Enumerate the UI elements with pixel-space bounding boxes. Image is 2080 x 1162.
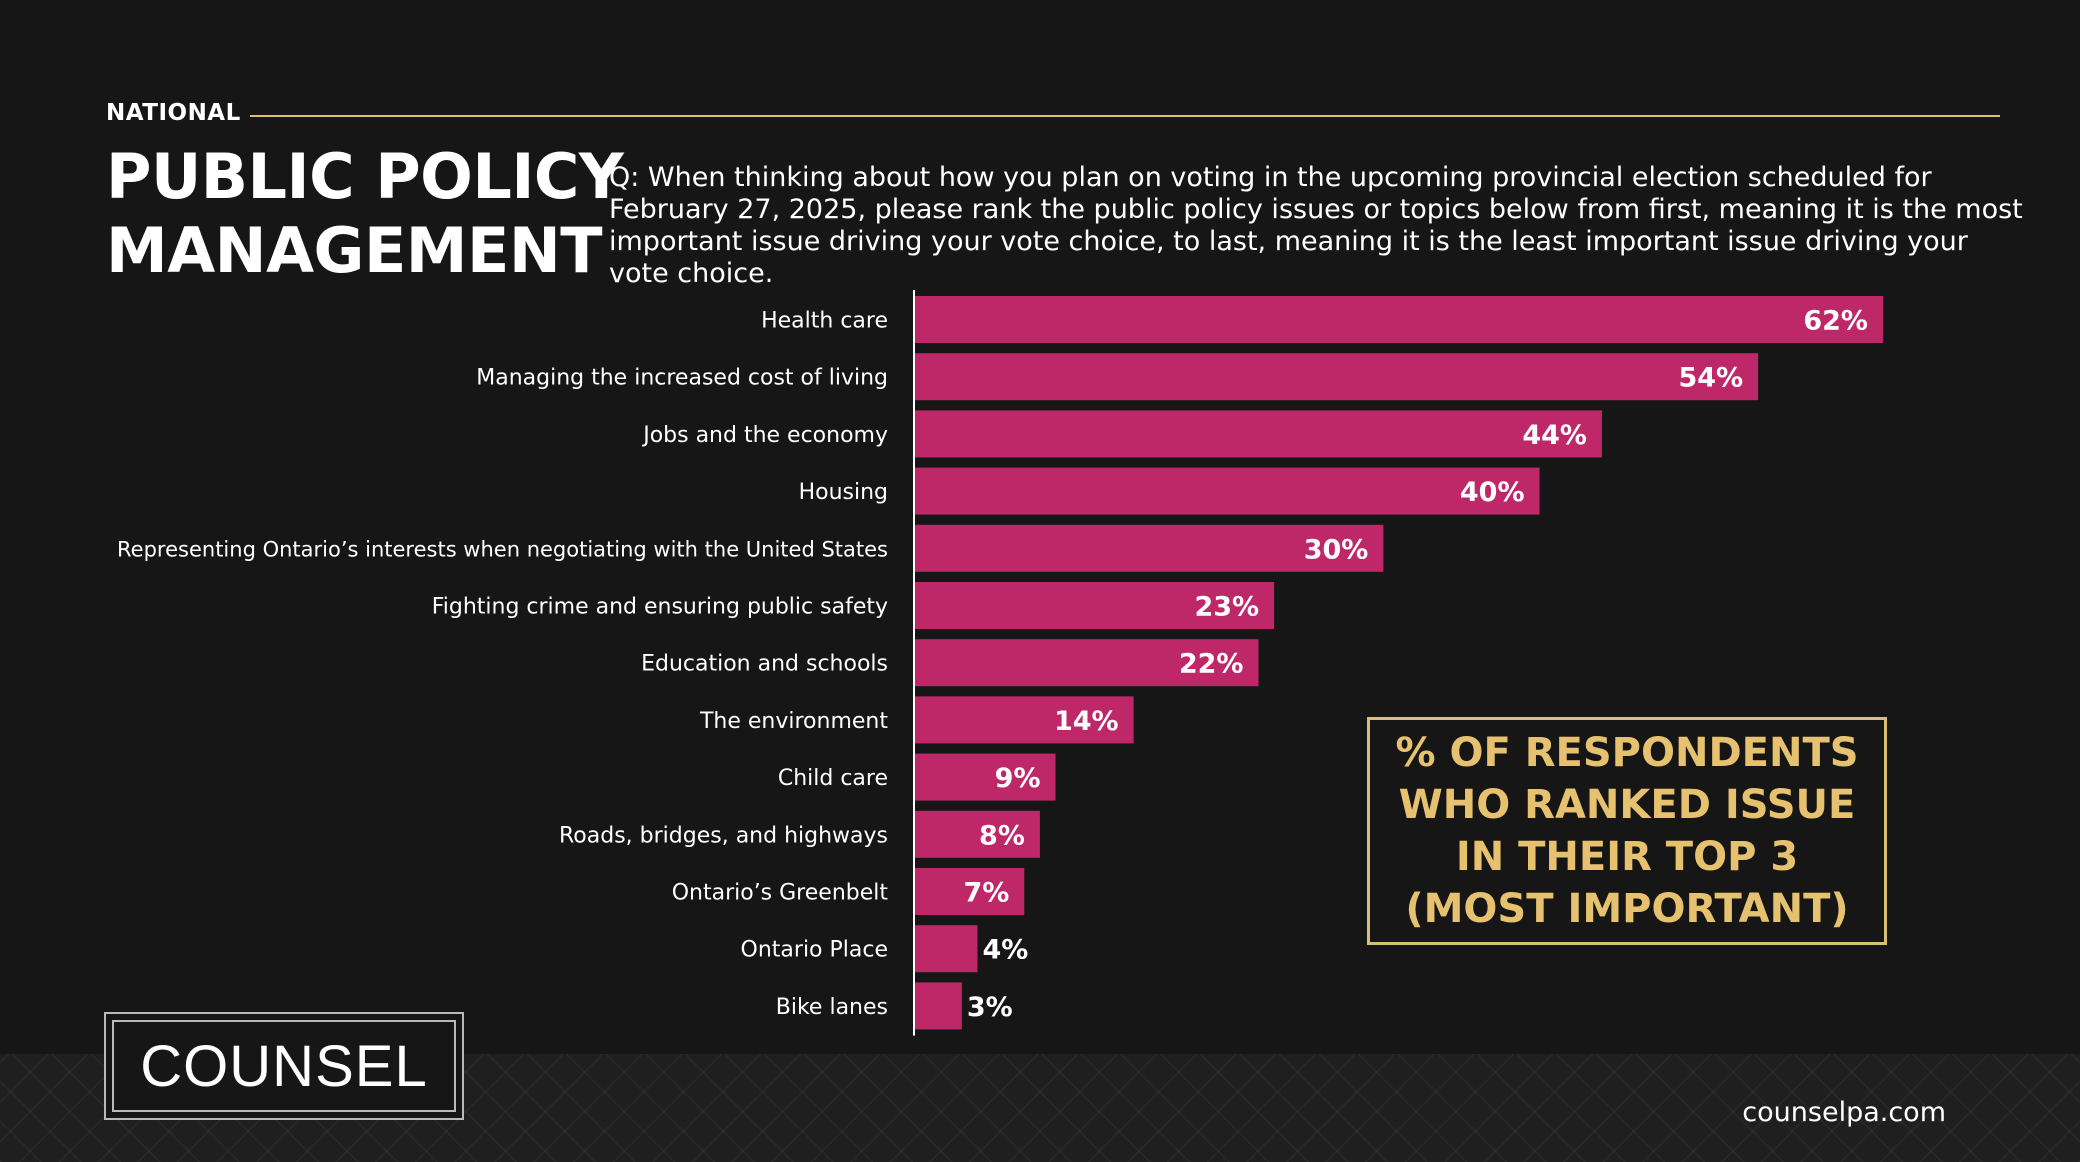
category-label: Ontario’s Greenbelt	[672, 881, 889, 906]
bar	[915, 696, 1134, 744]
bar	[915, 353, 1759, 401]
category-label: Managing the increased cost of living	[476, 366, 888, 391]
category-label: Roads, bridges, and highways	[559, 823, 888, 848]
category-label: Housing	[799, 480, 888, 505]
data-label: 22%	[1179, 649, 1244, 680]
category-label: Jobs and the economy	[641, 423, 888, 448]
category-label: The environment	[699, 709, 888, 734]
data-label: 40%	[1460, 477, 1525, 508]
data-label: 9%	[995, 763, 1041, 794]
data-label: 4%	[982, 935, 1028, 966]
eyebrow-label: NATIONAL	[106, 100, 241, 126]
bar	[915, 753, 1056, 801]
data-label: 23%	[1194, 592, 1259, 623]
callout-box: % OF RESPONDENTS WHO RANKED ISSUE IN THE…	[1367, 717, 1887, 945]
page-title-line-2: MANAGEMENT	[106, 214, 603, 287]
bar	[915, 868, 1025, 915]
category-label: Bike lanes	[776, 995, 888, 1020]
category-label: Child care	[778, 766, 888, 791]
data-label: 54%	[1678, 363, 1743, 394]
data-label: 30%	[1304, 534, 1369, 565]
bar	[915, 524, 1384, 572]
bar	[915, 810, 1040, 858]
bar	[915, 982, 962, 1030]
category-label: Health care	[761, 309, 888, 334]
counsel-logo-text: COUNSEL	[112, 1020, 456, 1112]
counsel-logo: COUNSEL	[104, 1012, 464, 1120]
eyebrow-divider	[250, 115, 2000, 117]
page-title-line-1: PUBLIC POLICY	[106, 140, 624, 213]
bar	[915, 410, 1602, 458]
category-label: Education and schools	[641, 652, 888, 677]
bar	[915, 639, 1259, 687]
data-label: 3%	[967, 992, 1013, 1023]
data-label: 44%	[1522, 420, 1587, 451]
survey-question: Q: When thinking about how you plan on v…	[609, 162, 2023, 289]
website-link[interactable]: counselpa.com	[1742, 1097, 1946, 1128]
callout-text: % OF RESPONDENTS WHO RANKED ISSUE IN THE…	[1395, 730, 1859, 932]
data-label: 62%	[1803, 306, 1868, 337]
bar	[915, 925, 978, 973]
category-label: Fighting crime and ensuring public safet…	[432, 595, 888, 620]
bar	[915, 296, 1883, 343]
category-label: Ontario Place	[741, 938, 888, 963]
page-title: PUBLIC POLICY MANAGEMENT	[106, 140, 624, 288]
bar	[915, 467, 1540, 515]
data-label: 14%	[1054, 706, 1119, 737]
data-label: 8%	[979, 820, 1025, 851]
bar	[915, 582, 1275, 629]
category-label: Representing Ontario’s interests when ne…	[117, 537, 888, 561]
data-label: 7%	[963, 878, 1009, 909]
